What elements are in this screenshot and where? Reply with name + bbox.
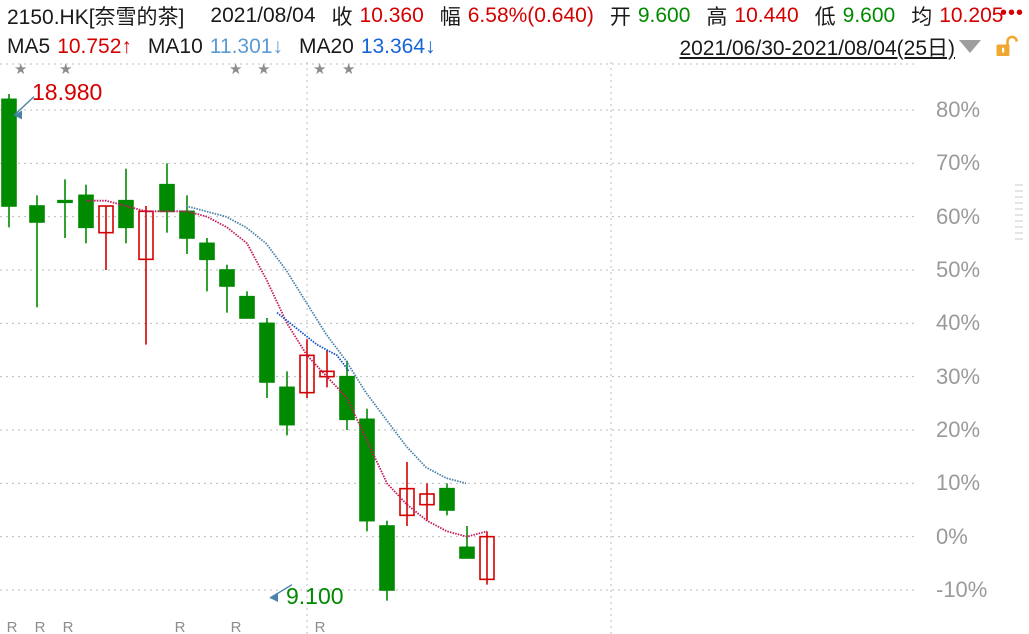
quote-date: 2021/08/04 — [210, 3, 316, 27]
quote-summary-row: 2150.HK[奈雪的茶] 2021/08/04 收 10.360 幅 6.58… — [0, 0, 1029, 31]
event-star-icon[interactable]: ★ — [14, 62, 28, 78]
high-label: 高 — [706, 5, 728, 29]
ticker-symbol[interactable]: 2150.HK[奈雪的茶] — [7, 5, 185, 29]
high-value: 10.440 — [734, 3, 799, 27]
ma-line-ma10 — [185, 205, 467, 485]
candle-body — [439, 487, 455, 511]
date-range-selector[interactable]: 2021/06/30-2021/08/04(25日) — [679, 31, 981, 62]
y-axis-tick-label: 30% — [936, 363, 981, 389]
callout-arrow-low — [270, 593, 278, 602]
y-axis-tick-label: 70% — [936, 150, 981, 176]
candle-body — [239, 295, 255, 319]
y-axis-tick-label: 50% — [936, 257, 981, 282]
ma5-value: 10.752↑ — [57, 34, 132, 58]
ma20-value: 13.364↓ — [360, 34, 436, 58]
moving-average-row: MA5 10.752↑ MA10 11.301↓ MA20 13.364↓ — [0, 31, 1029, 62]
avg-value: 10.205 — [939, 3, 1004, 27]
candle-body — [219, 269, 235, 287]
candle-body — [179, 210, 195, 239]
chevron-down-icon[interactable] — [959, 40, 981, 53]
watermark — [1015, 184, 1023, 240]
price-chart[interactable]: ★ ★ ★ ★ ★ ★ 18.980 9.100 80% 70% 60% 50% 40% 30% 20… — [0, 62, 1029, 634]
candle-body — [57, 199, 73, 204]
low-price-callout: 9.100 — [286, 582, 344, 609]
candle-body — [359, 418, 375, 522]
event-star-icon[interactable]: ★ — [342, 62, 356, 78]
unlock-icon[interactable] — [994, 33, 1020, 59]
overflow-menu-icon[interactable]: ••• — [999, 2, 1024, 24]
x-axis-tick-label: R — [62, 619, 74, 634]
change-label: 幅 — [439, 5, 461, 29]
ma10-value: 11.301↓ — [209, 34, 283, 58]
event-star-icon[interactable]: ★ — [313, 62, 327, 78]
y-axis-tick-label: 80% — [936, 97, 981, 122]
candle-body — [259, 322, 275, 383]
quote-header: 2150.HK[奈雪的茶] 2021/08/04 收 10.360 幅 6.58… — [0, 0, 1029, 62]
low-value: 9.600 — [842, 3, 896, 27]
ma-line-ma20 — [276, 311, 350, 372]
y-axis: 80% 70% 60% 50% 40% 30% 20% 10% 0% -10% — [918, 62, 1029, 634]
high-price-callout: 18.980 — [32, 79, 103, 106]
callout-leader-high — [13, 96, 35, 116]
chart-plot-area[interactable]: ★ ★ ★ ★ ★ ★ 18.980 9.100 — [0, 62, 918, 634]
open-value: 9.600 — [637, 3, 691, 27]
x-axis-tick-label: R — [314, 619, 326, 634]
event-star-icon[interactable]: ★ — [257, 62, 271, 78]
candle-body — [29, 205, 45, 223]
candle-body — [299, 354, 315, 394]
ma20-label: MA20 — [298, 34, 354, 58]
close-label: 收 — [331, 5, 353, 29]
candle-body — [479, 535, 495, 581]
candle-body — [379, 525, 395, 591]
candle-body — [199, 242, 215, 261]
ma10-label: MA10 — [147, 34, 203, 58]
candle-body — [98, 205, 114, 234]
y-axis-tick-label: 10% — [936, 470, 981, 496]
ma-line-ma5 — [86, 199, 488, 538]
date-range-label[interactable]: 2021/06/30-2021/08/04(25日) — [679, 36, 955, 60]
avg-label: 均 — [911, 5, 933, 29]
candle-body — [419, 493, 435, 506]
open-label: 开 — [609, 5, 631, 29]
y-axis-tick-label: -10% — [936, 577, 988, 602]
event-star-icon[interactable]: ★ — [59, 62, 73, 78]
x-axis-tick-label: R — [34, 619, 46, 634]
candle-body — [459, 546, 475, 559]
y-axis-tick-label: 40% — [936, 310, 981, 336]
candlestick-canvas — [0, 62, 918, 634]
event-star-icon[interactable]: ★ — [229, 62, 243, 78]
x-axis-tick-label: R — [6, 619, 18, 634]
callout-arrow-high — [14, 110, 22, 120]
y-axis-tick-label: 60% — [936, 203, 981, 229]
y-axis-tick-label: 20% — [936, 417, 981, 442]
candle-body — [279, 386, 295, 426]
candle-body — [399, 487, 415, 517]
candle-body — [1, 98, 17, 207]
candle-body — [78, 194, 94, 229]
close-value: 10.360 — [359, 3, 424, 27]
candle-body — [138, 210, 154, 261]
candle-body — [159, 183, 175, 213]
ma5-label: MA5 — [7, 34, 51, 58]
low-label: 低 — [814, 5, 836, 29]
change-value: 6.58%(0.640) — [467, 3, 594, 27]
x-axis-tick-label: R — [230, 619, 242, 634]
x-axis-tick-label: R — [174, 619, 186, 634]
y-axis-tick-label: 0% — [936, 523, 968, 549]
